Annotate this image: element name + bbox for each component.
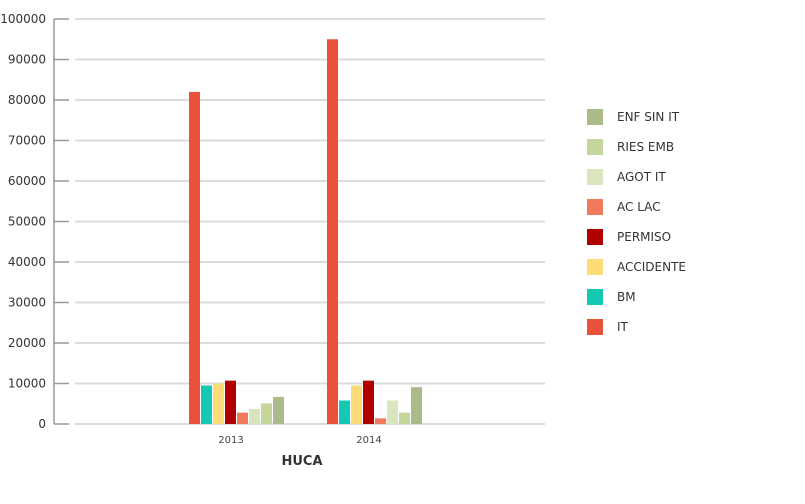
legend-label: IT xyxy=(617,320,629,334)
legend-item: AGOT IT xyxy=(587,169,666,185)
legend-swatch xyxy=(587,319,603,335)
x-axis: 2013 2014 xyxy=(218,435,381,446)
y-tick-label: 60000 xyxy=(8,174,46,188)
y-tick-label: 50000 xyxy=(8,215,46,229)
legend-label: AGOT IT xyxy=(617,170,666,184)
legend-item: RIES EMB xyxy=(587,139,674,155)
legend-item: BM xyxy=(587,289,636,305)
bar-enf-sin-it-2014 xyxy=(411,387,422,424)
legend-swatch xyxy=(587,139,603,155)
legend-item: AC LAC xyxy=(587,199,661,215)
legend-label: BM xyxy=(617,290,636,304)
bar-enf-sin-it-2013 xyxy=(273,396,284,424)
legend-swatch xyxy=(587,259,603,275)
legend-label: PERMISO xyxy=(617,230,671,244)
legend-label: ENF SIN IT xyxy=(617,110,680,124)
legend-swatch xyxy=(587,169,603,185)
y-tick-label: 30000 xyxy=(8,296,46,310)
bar-ac-lac-2014 xyxy=(375,418,386,424)
y-tick-label: 20000 xyxy=(8,336,46,350)
bar-accidente-2013 xyxy=(213,383,224,424)
bar-ries-emb-2013 xyxy=(261,403,272,424)
bar-permiso-2014 xyxy=(363,380,374,424)
bar-bm-2013 xyxy=(201,385,212,424)
y-tick-label: 100000 xyxy=(0,12,46,26)
legend-label: ACCIDENTE xyxy=(617,260,686,274)
legend-swatch xyxy=(587,229,603,245)
bar-agot-it-2013 xyxy=(249,409,260,424)
legend-label: RIES EMB xyxy=(617,140,674,154)
bar-bm-2014 xyxy=(339,400,350,424)
bar-accidente-2014 xyxy=(351,385,362,424)
bar-ries-emb-2014 xyxy=(399,412,410,424)
y-tick-label: 0 xyxy=(38,417,46,431)
legend: ENF SIN IT RIES EMB AGOT IT AC LAC PERMISO AC… xyxy=(587,109,686,335)
legend-item: ACCIDENTE xyxy=(587,259,686,275)
bar-permiso-2013 xyxy=(225,380,236,424)
legend-swatch xyxy=(587,109,603,125)
legend-item: ENF SIN IT xyxy=(587,109,680,125)
bar-it-2014 xyxy=(327,39,338,424)
bar-it-2013 xyxy=(189,91,200,425)
y-axis: 0 10000 20000 30000 40000 50000 60000 70000 8000… xyxy=(0,12,69,431)
legend-item: PERMISO xyxy=(587,229,671,245)
bars xyxy=(189,39,422,425)
y-tick-label: 10000 xyxy=(8,377,46,391)
bar-ac-lac-2013 xyxy=(237,412,248,424)
x-tick-label: 2013 xyxy=(218,435,243,446)
y-tick-label: 70000 xyxy=(8,134,46,148)
x-axis-label: HUCA xyxy=(281,454,322,469)
y-tick-label: 80000 xyxy=(8,93,46,107)
legend-label: AC LAC xyxy=(617,200,661,214)
legend-swatch xyxy=(587,199,603,215)
y-tick-label: 90000 xyxy=(8,53,46,67)
gridlines xyxy=(75,18,545,425)
bar-agot-it-2014 xyxy=(387,400,398,424)
legend-swatch xyxy=(587,289,603,305)
y-tick-label: 40000 xyxy=(8,255,46,269)
legend-item: IT xyxy=(587,319,629,335)
x-tick-label: 2014 xyxy=(356,435,381,446)
